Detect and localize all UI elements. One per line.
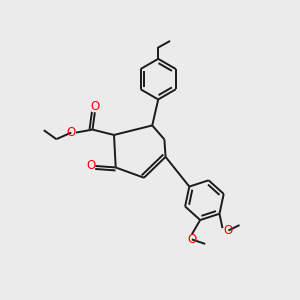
Text: O: O <box>90 100 100 113</box>
Text: O: O <box>187 233 196 246</box>
Text: O: O <box>67 126 76 139</box>
Text: O: O <box>86 160 95 172</box>
Text: O: O <box>224 224 233 237</box>
